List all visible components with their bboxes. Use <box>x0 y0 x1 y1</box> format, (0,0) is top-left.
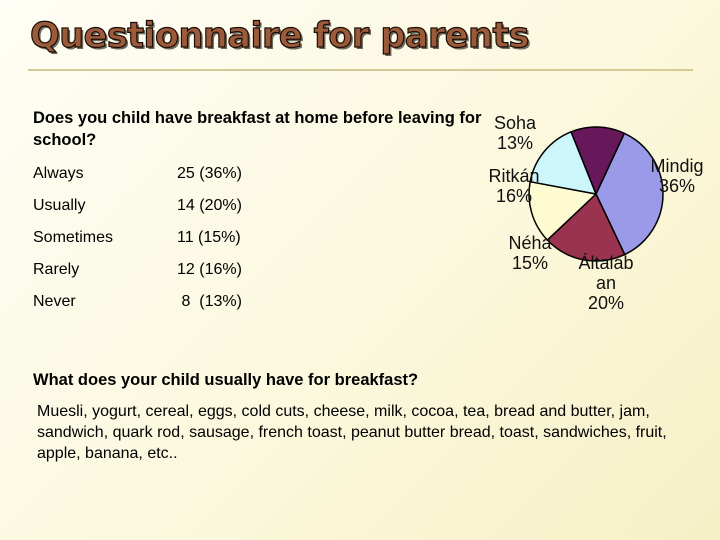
stat-value: 14 (20%) <box>177 197 242 214</box>
pie-slice-3 <box>528 180 597 241</box>
pie-label-2: Általáb an 20% <box>578 253 633 313</box>
stat-value: 12 (16%) <box>177 261 242 278</box>
stat-label: Rarely <box>33 261 80 278</box>
stat-label: Sometimes <box>33 229 114 246</box>
pie-label-5: Soha 13% <box>494 113 537 153</box>
breakfast-pie-chart: Mindig 36% Általáb an 20% Néha 15% Ritkán 16% Soh… <box>488 113 703 313</box>
slide-title: Questionnaire for parents <box>29 15 530 56</box>
stat-label: Always <box>33 165 84 182</box>
pie-label-4: Ritkán 16% <box>488 166 539 206</box>
pie-slice-4 <box>529 131 597 195</box>
stat-label: Usually <box>33 197 86 214</box>
question-breakfast-contents: What does your child usually have for br… <box>33 371 419 389</box>
stat-label: Never <box>33 293 76 310</box>
pie-label-3: Néha 15% <box>508 233 552 273</box>
question-breakfast-at-home: Does you child have breakfast at home be… <box>33 109 482 149</box>
pie-slice-5 <box>570 126 626 195</box>
pie-slice-2 <box>546 193 626 262</box>
title-divider <box>28 69 693 71</box>
stat-value: 25 (36%) <box>177 165 242 182</box>
stat-value: 11 (15%) <box>177 229 241 246</box>
breakfast-contents-answer: Muesli, yogurt, cereal, eggs, cold cuts,… <box>37 403 667 462</box>
pie-slice-1 <box>595 132 664 256</box>
stat-value: 8 (13%) <box>177 293 242 310</box>
pie-label-1: Mindig 36% <box>650 156 703 196</box>
